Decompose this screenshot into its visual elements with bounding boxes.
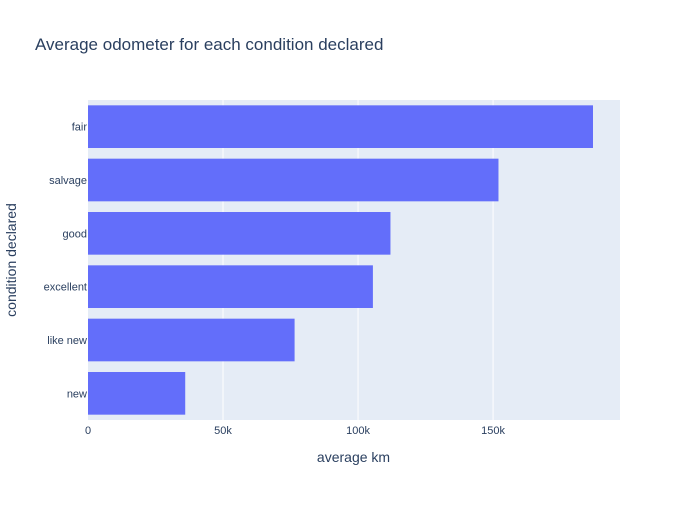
y-tick-label: fair xyxy=(72,122,88,134)
bar-excellent[interactable] xyxy=(88,265,373,308)
y-axis-label: condition declared xyxy=(3,203,19,317)
plot-background xyxy=(88,100,620,420)
y-tick-label: new xyxy=(67,388,87,400)
y-tick-label: like new xyxy=(47,335,87,347)
bar-salvage[interactable] xyxy=(88,158,499,202)
chart-title: Average odometer for each condition decl… xyxy=(35,35,383,54)
y-tick-label: good xyxy=(63,228,87,240)
x-tick-label: 50k xyxy=(214,425,232,437)
x-axis-label: average km xyxy=(317,449,390,465)
x-tick-label: 100k xyxy=(346,425,370,437)
x-tick-label: 150k xyxy=(481,425,505,437)
bar-fair[interactable] xyxy=(88,105,593,148)
x-tick-label: 0 xyxy=(85,425,91,437)
bar-good[interactable] xyxy=(88,212,391,255)
plot-area: fair salvage good excellent like new new 0 50k 1… xyxy=(44,100,620,437)
y-tick-label: excellent xyxy=(44,282,87,294)
y-tick-label: salvage xyxy=(49,175,87,187)
bar-new[interactable] xyxy=(88,372,186,415)
bar-like-new[interactable] xyxy=(88,318,295,362)
